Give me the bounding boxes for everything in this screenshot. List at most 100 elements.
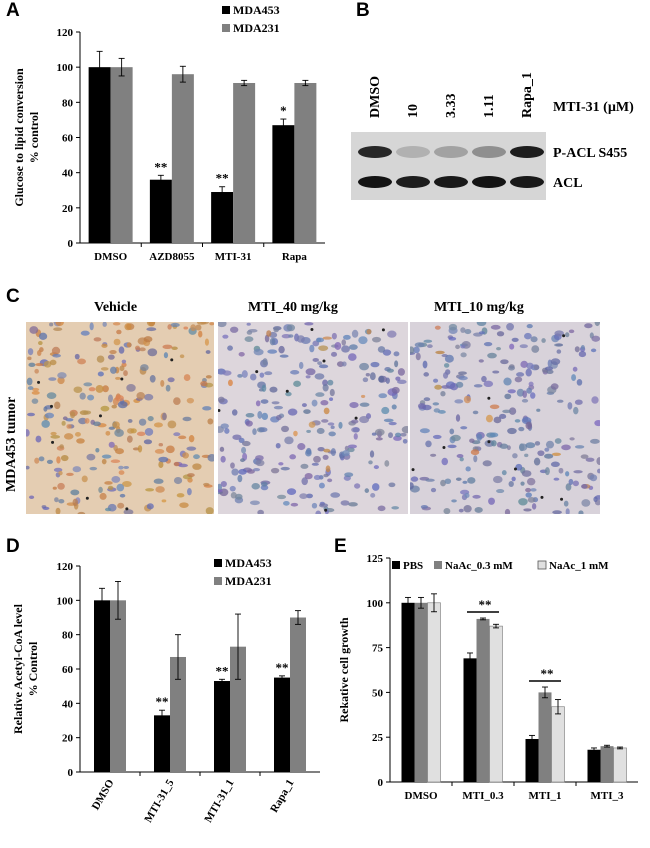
blot-membrane [351,132,546,200]
chart-d-legend-label: MDA453 [225,556,272,570]
chart-d-ytick-label: 100 [57,595,74,607]
chart-e-ytick-label: 100 [367,598,384,610]
blot-treatment-label: MTI-31 (µM) [553,100,634,115]
chart-e-bar [538,692,552,782]
chart-a-bar [233,82,256,243]
chart-a-ytick-label: 100 [57,62,74,74]
chart-d-category-label: DMSO [90,777,117,812]
chart-d-ytick-label: 80 [62,630,74,642]
chart-e-bar [587,749,601,782]
chart-d-ytick-label: 120 [57,561,74,573]
chart-a-category-label: MTI-31 [215,251,252,263]
panel-d-letter: D [6,536,20,557]
chart-e-bar [613,747,627,783]
chart-d-ylabel: Relative Acetyl-CoA level [11,603,25,734]
ihc-column-label-vehicle: Vehicle [94,300,138,315]
blot-band-label: ACL [553,176,583,191]
chart-d-ylabel: % Control [26,641,40,696]
chart-e-legend-swatch [434,561,442,569]
chart-d-bar [214,681,230,772]
blot-band [510,176,544,188]
blot-band-label: P-ACL S455 [553,146,627,161]
chart-a-ytick-label: 0 [68,238,74,250]
blot-band [396,176,430,188]
chart-e: 0 25 50 75 100 125 Rekative cell growth DMSO MTI… [337,553,638,802]
chart-a-category-label: Rapa [282,251,308,263]
chart-a-bar [171,74,194,243]
blot-band [472,176,506,188]
chart-d-ytick-label: 40 [62,698,74,710]
western-blot-b: DMSO 10 3.33 1.11 Rapa_1 MTI-31 (µM) P-ACL S45… [351,72,634,200]
ihc-column-label-mti-40: MTI_40 mg/kg [248,300,338,315]
chart-e-bar [600,746,614,782]
chart-e-ytick-label: 125 [367,553,384,565]
chart-e-category-label: DMSO [405,790,438,802]
blot-band [434,176,468,188]
chart-e-legend-label: NaAc_1 mM [549,560,609,572]
chart-e-bar [551,706,565,783]
blot-lane-label: DMSO [368,76,383,118]
chart-d-significance-mark: ** [216,663,229,678]
chart-d-legend-label: MDA231 [225,574,272,588]
chart-d-ytick-label: 60 [62,664,74,676]
chart-a-category-label: DMSO [94,251,127,263]
chart-e-category-label: MTI_3 [591,790,625,802]
chart-e-bar [401,602,415,782]
chart-e-category-label: MTI_0.3 [462,790,504,802]
chart-e-ytick-label: 50 [372,687,384,699]
chart-a-ylabel: Glucose to lipid conversion [12,68,26,207]
ihc-image-mti-10 [410,322,600,514]
chart-d-bar [230,646,246,772]
chart-e-ylabel: Rekative cell growth [337,617,351,722]
chart-d-category-label: MTI-31_5 [142,777,176,825]
chart-a-ytick-label: 80 [62,97,74,109]
chart-d-category-label: MTI-31_1 [202,778,236,825]
chart-e-ytick-label: 75 [372,643,384,655]
chart-e-significance-mark: ** [541,666,554,681]
chart-e-ytick-label: 0 [378,777,384,789]
chart-d-significance-mark: ** [276,660,289,675]
chart-d-bar [110,600,126,772]
blot-lane-label: 1.11 [482,94,497,118]
chart-d-bar [94,600,110,772]
blot-lane-label: 10 [406,104,421,118]
blot-band [396,146,430,158]
blot-band [358,176,392,188]
chart-e-bar [463,658,477,782]
chart-a: 0 20 40 60 80 100 120 Glucose to lipid conversi… [12,3,325,263]
chart-a-bar [272,125,295,243]
chart-a-bar [294,82,317,243]
ihc-image-vehicle [26,322,214,514]
chart-d-bar [290,617,306,772]
chart-e-bar [414,602,428,782]
chart-d-legend-swatch [214,577,222,585]
chart-a-category-label: AZD8055 [149,251,195,263]
blot-lane-label: Rapa_1 [520,72,535,118]
chart-d-category-label: Rapa_1 [268,778,296,815]
ihc-row-label: MDA453 tumor [4,396,19,492]
chart-a-bar [88,67,111,244]
chart-a-significance-mark: ** [216,171,229,186]
chart-e-category-label: MTI_1 [529,790,562,802]
chart-d-ytick-label: 0 [68,767,74,779]
chart-a-significance-mark: * [280,103,287,118]
chart-a-bar [110,67,133,244]
chart-a-legend-swatch [222,6,230,14]
panel-a-letter: A [6,0,20,21]
chart-a-ytick-label: 40 [62,168,74,180]
chart-a-legend-label: MDA231 [233,21,280,35]
blot-band [358,146,392,158]
chart-a-ytick-label: 120 [57,27,74,39]
chart-d-ytick-label: 20 [62,733,74,745]
chart-d: 0 20 40 60 80 100 120 Relative Acetyl-CoA level… [11,556,320,825]
chart-d-legend-swatch [214,559,222,567]
chart-a-significance-mark: ** [154,159,167,174]
chart-a-legend-label: MDA453 [233,3,280,17]
chart-e-ytick-label: 25 [372,732,384,744]
chart-d-bar [274,677,290,772]
chart-e-bar [427,602,441,783]
blot-band [434,146,468,158]
blot-lane-label: 3.33 [444,94,459,119]
chart-e-legend-label: PBS [403,560,423,572]
chart-a-ytick-label: 20 [62,203,74,215]
